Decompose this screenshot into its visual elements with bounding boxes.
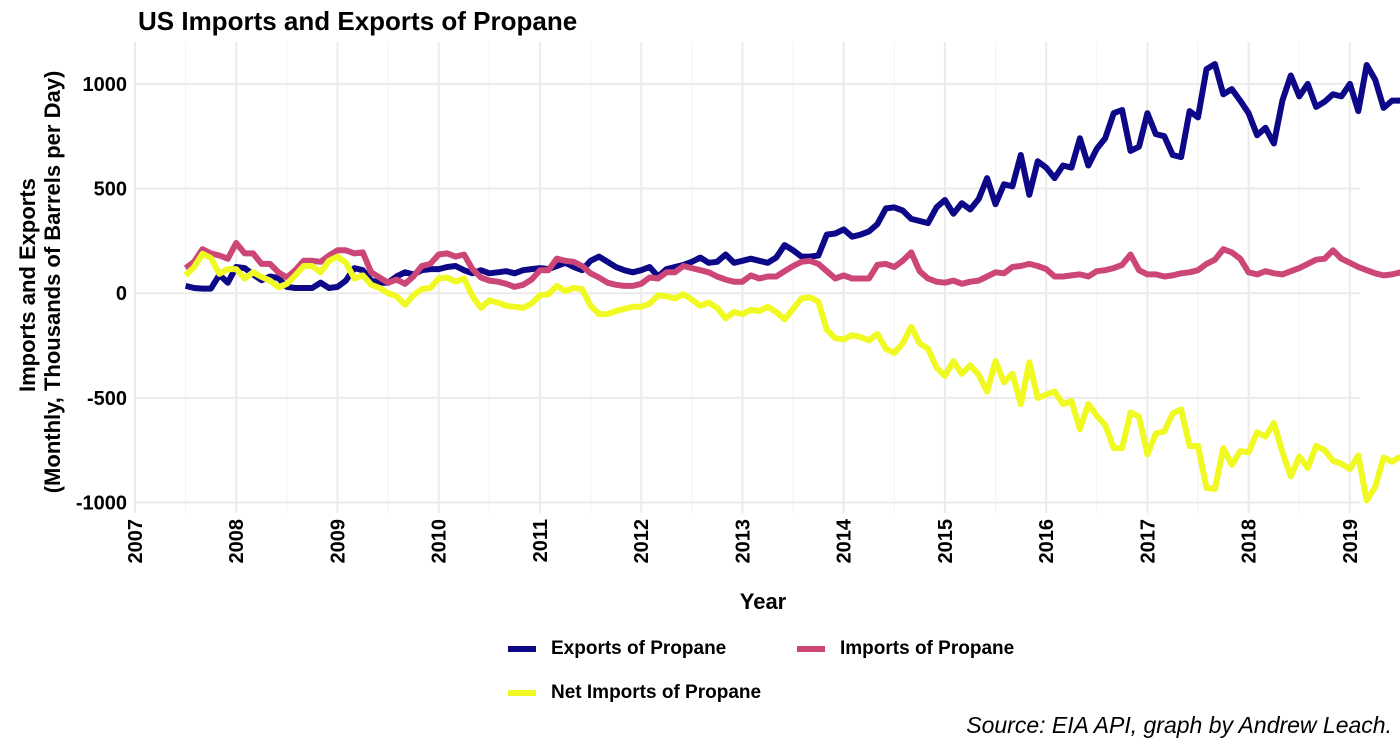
x-tick-label: 2015 (935, 519, 957, 564)
legend-swatch-exports (508, 646, 536, 652)
x-tick-label: 2016 (1036, 519, 1058, 564)
x-tick-label: 2017 (1137, 519, 1159, 564)
x-tick-label: 2009 (327, 519, 349, 564)
source-caption: Source: EIA API, graph by Andrew Leach. (966, 712, 1392, 738)
legend-label-imports: Imports of Propane (840, 638, 1015, 659)
x-tick-label: 2019 (1340, 519, 1362, 564)
series-line-net-imports (183, 250, 1400, 504)
legend-swatch-net-imports (508, 690, 536, 696)
y-axis-label: Imports and Exports (Monthly, Thousands … (15, 71, 65, 494)
legend-item-imports: Imports of Propane (797, 638, 1014, 660)
x-tick-label: 2010 (429, 519, 451, 564)
y-axis-label-line-1: Imports and Exports (15, 178, 40, 392)
x-tick-label: 2011 (530, 519, 552, 562)
y-tick-label: 1000 (83, 74, 128, 96)
x-tick-label: 2007 (125, 519, 147, 564)
legend-item-exports: Exports of Propane (508, 638, 726, 660)
x-tick-label: 2014 (834, 518, 856, 563)
y-axis-ticks: -1000 -500 0 500 1000 (76, 74, 127, 515)
x-axis-ticks: 2007 2008 2009 2010 2011 2012 2013 2014 2015 2016… (125, 518, 1362, 563)
y-tick-label: -1000 (76, 493, 127, 515)
x-axis-label: Year (740, 589, 787, 614)
chart-title: US Imports and Exports of Propane (138, 6, 578, 36)
x-tick-label: 2018 (1239, 519, 1261, 564)
y-axis-label-line-2: (Monthly, Thousands of Barrels per Day) (40, 71, 65, 494)
legend-label-exports: Exports of Propane (551, 638, 727, 659)
y-tick-label: 500 (94, 179, 127, 201)
gridlines (134, 42, 1360, 513)
y-tick-label: 0 (116, 283, 127, 305)
x-tick-label: 2012 (631, 519, 653, 564)
x-tick-label: 2008 (226, 519, 248, 564)
series-line-imports (183, 240, 1400, 290)
series-lines (183, 61, 1400, 504)
legend-swatch-imports (797, 646, 825, 652)
x-tick-label: 2013 (732, 519, 754, 564)
y-tick-label: -500 (87, 388, 127, 410)
legend-label-net-imports: Net Imports of Propane (551, 682, 762, 703)
legend-item-net-imports: Net Imports of Propane (508, 682, 761, 704)
